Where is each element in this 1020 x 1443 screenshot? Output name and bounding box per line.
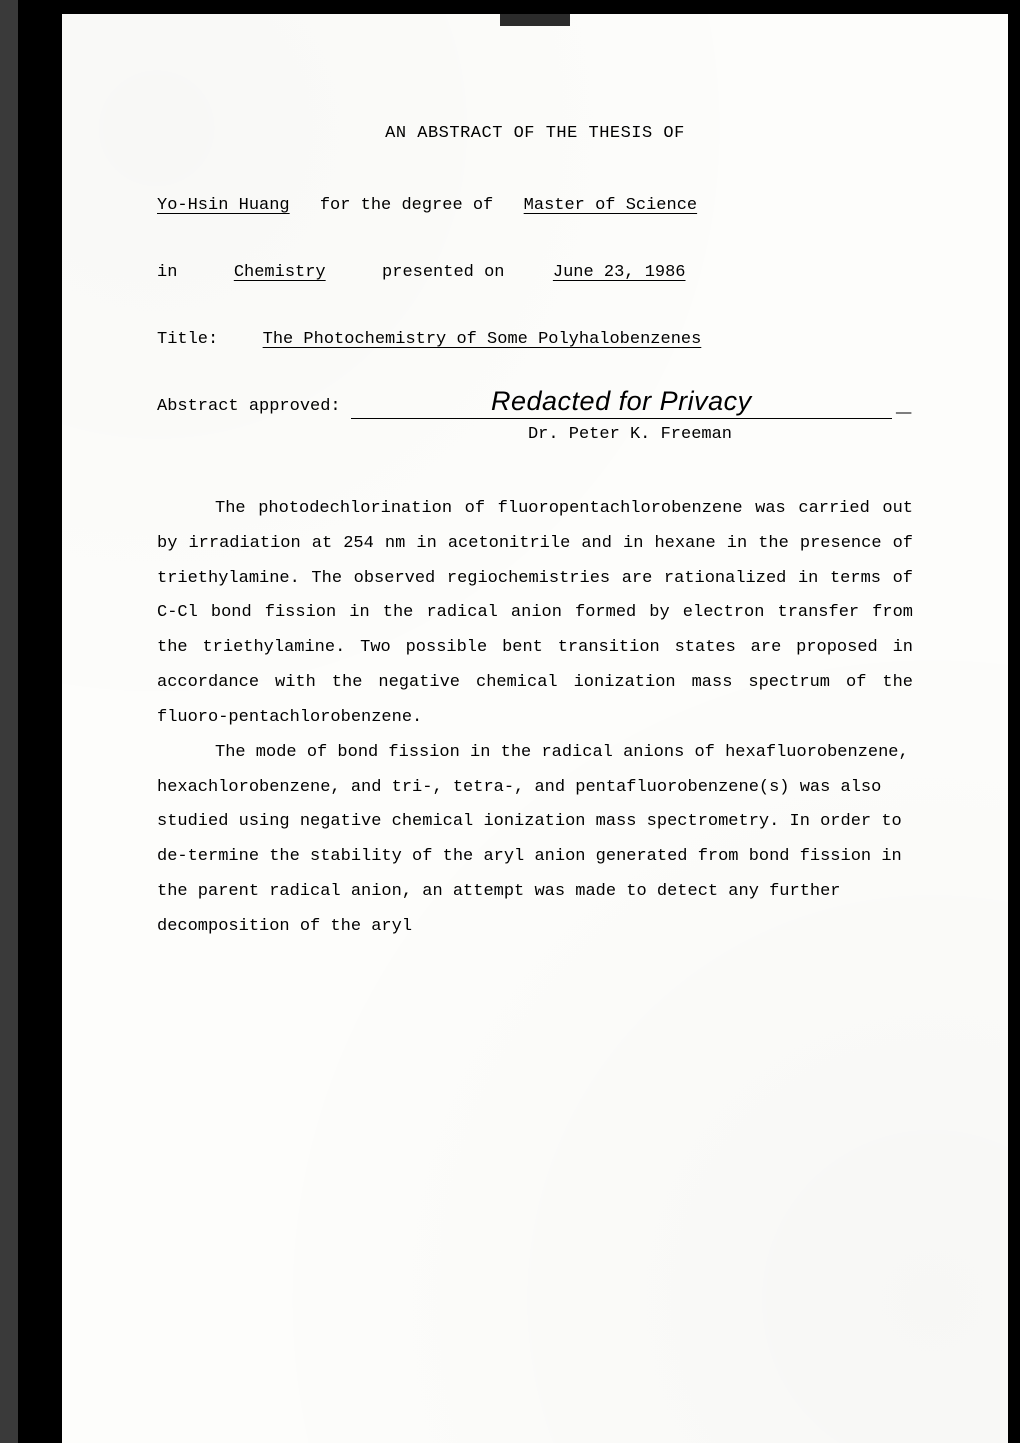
title-prefix: Title: [157, 330, 218, 349]
approval-prefix: Abstract approved: [157, 397, 351, 416]
presented-date: June 23, 1986 [553, 263, 686, 282]
paragraph-2: The mode of bond fission in the radical … [157, 736, 913, 945]
dept-prefix: in [157, 263, 177, 282]
signer-name: Dr. Peter K. Freeman [347, 425, 913, 444]
title-line: Title: The Photochemistry of Some Polyha… [157, 329, 913, 352]
scan-frame: AN ABSTRACT OF THE THESIS OF Yo-Hsin Hua… [18, 0, 1020, 1443]
author-name: Yo-Hsin Huang [157, 196, 310, 215]
dept-date-line: in Chemistry presented on June 23, 1986 [157, 262, 913, 285]
degree-prefix: for the degree of [320, 196, 493, 215]
thesis-title: The Photochemistry of Some Polyhalobenze… [263, 330, 702, 349]
abstract-body: The photodechlorination of fluoropentach… [157, 492, 913, 945]
redacted-signature: Redacted for Privacy [351, 386, 892, 419]
degree: Master of Science [524, 196, 697, 215]
department: Chemistry [234, 263, 326, 282]
trailing-dash: _ [892, 386, 913, 417]
author-degree-line: Yo-Hsin Huang for the degree of Master o… [157, 195, 913, 218]
page: AN ABSTRACT OF THE THESIS OF Yo-Hsin Hua… [62, 14, 1008, 1443]
abstract-heading: AN ABSTRACT OF THE THESIS OF [157, 124, 913, 143]
scan-notch [500, 14, 570, 26]
presented-prefix: presented on [382, 263, 504, 282]
paragraph-1: The photodechlorination of fluoropentach… [157, 492, 913, 736]
approval-line: Abstract approved: Redacted for Privacy … [157, 386, 913, 419]
